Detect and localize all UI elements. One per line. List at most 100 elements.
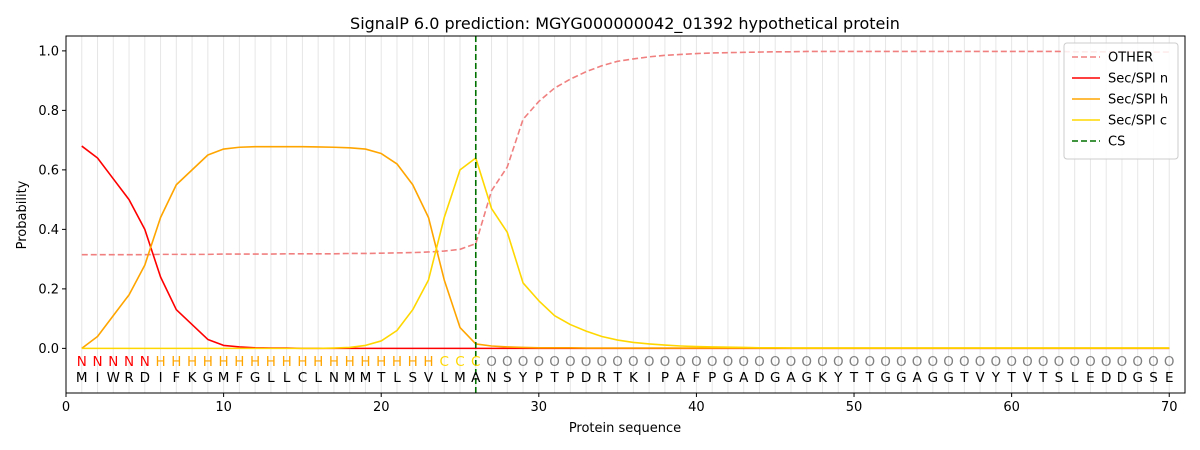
legend: OTHER Sec/SPI n Sec/SPI h Sec/SPI c CS (1063, 42, 1179, 160)
residue-letter: E (1165, 370, 1174, 386)
residue-letter: S (1055, 370, 1064, 386)
residue-letter: N (329, 370, 339, 386)
residue-letter: V (975, 370, 985, 386)
region-label: O (1069, 354, 1080, 370)
region-label: O (565, 354, 576, 370)
region-label: O (864, 354, 875, 370)
x-axis-ticks: 0 10 20 30 40 50 60 70 (62, 393, 1178, 415)
residue-letter: L (1071, 370, 1079, 386)
region-label: O (675, 354, 686, 370)
region-label: O (833, 354, 844, 370)
region-label: H (171, 354, 181, 370)
region-label: H (282, 354, 292, 370)
region-label: C (455, 354, 464, 370)
residue-letter: I (96, 370, 100, 386)
region-label: O (1085, 354, 1096, 370)
region-label: O (880, 354, 891, 370)
residue-letter: G (1132, 370, 1142, 386)
x-tick-label: 10 (215, 400, 232, 415)
residue-letter: A (739, 370, 749, 386)
region-label: O (1148, 354, 1159, 370)
residue-letter: F (235, 370, 243, 386)
y-axis-title: Probability (15, 180, 30, 249)
region-label: H (423, 354, 433, 370)
region-label: O (896, 354, 907, 370)
residue-letter: V (424, 370, 434, 386)
region-label: O (486, 354, 497, 370)
region-label: O (975, 354, 986, 370)
residue-letter: K (188, 370, 198, 386)
x-tick-label: 40 (688, 400, 705, 415)
x-tick-label: 70 (1161, 400, 1178, 415)
region-label: O (849, 354, 860, 370)
residue-letter: D (1117, 370, 1127, 386)
region-label: O (533, 354, 544, 370)
residue-letter: M (360, 370, 372, 386)
y-axis-ticks: 0.0 0.2 0.4 0.6 0.8 1.0 (38, 44, 66, 357)
legend-box (1063, 42, 1179, 160)
residue-letter: G (770, 370, 780, 386)
residue-letter: I (647, 370, 651, 386)
series-lines (81, 50, 1170, 350)
region-label: O (801, 354, 812, 370)
region-label: O (691, 354, 702, 370)
residue-letter: D (140, 370, 150, 386)
region-label: C (471, 354, 480, 370)
region-label: O (707, 354, 718, 370)
residue-letter: M (454, 370, 466, 386)
residue-letter: M (76, 370, 88, 386)
region-label: H (155, 354, 165, 370)
residue-letter: Y (991, 370, 1001, 386)
residue-letter: T (959, 370, 969, 386)
region-label: O (928, 354, 939, 370)
region-label: O (628, 354, 639, 370)
region-label: H (250, 354, 260, 370)
region-label: H (360, 354, 370, 370)
residue-letter: I (159, 370, 163, 386)
region-label: O (991, 354, 1002, 370)
y-tick-label: 0.0 (38, 342, 59, 357)
region-label: H (408, 354, 418, 370)
residue-letter: G (928, 370, 938, 386)
region-label: O (754, 354, 765, 370)
residue-letter: D (754, 370, 764, 386)
chart-title: SignalP 6.0 prediction: MGYG000000042_01… (350, 14, 900, 34)
residue-letter: L (393, 370, 401, 386)
residue-letter: A (912, 370, 922, 386)
residue-letter: G (250, 370, 260, 386)
x-tick-label: 60 (1003, 400, 1020, 415)
region-label: O (817, 354, 828, 370)
region-label: N (92, 354, 102, 370)
region-label: H (313, 354, 323, 370)
residue-letter: K (629, 370, 639, 386)
region-label: O (723, 354, 734, 370)
region-label: O (770, 354, 781, 370)
legend-label: Sec/SPI c (1108, 114, 1167, 129)
region-label: C (440, 354, 449, 370)
x-axis-title: Protein sequence (569, 421, 681, 436)
residue-letter: R (124, 370, 133, 386)
residue-letter: A (676, 370, 686, 386)
residue-letter: G (723, 370, 733, 386)
residue-letter: V (1023, 370, 1033, 386)
x-tick-label: 0 (62, 400, 70, 415)
region-label: O (1006, 354, 1017, 370)
region-label: N (140, 354, 150, 370)
residue-letter: L (440, 370, 448, 386)
region-label: O (660, 354, 671, 370)
residue-letter: G (802, 370, 812, 386)
residue-letter: N (486, 370, 496, 386)
y-tick-label: 0.2 (38, 282, 59, 297)
region-label: O (597, 354, 608, 370)
region-label: H (345, 354, 355, 370)
region-label: O (1132, 354, 1143, 370)
residue-letter: P (535, 370, 543, 386)
residue-letter: M (344, 370, 356, 386)
region-label: O (1038, 354, 1049, 370)
region-label: O (581, 354, 592, 370)
residue-letter: P (661, 370, 669, 386)
residue-letter: T (865, 370, 875, 386)
region-label: O (549, 354, 560, 370)
region-label: O (959, 354, 970, 370)
